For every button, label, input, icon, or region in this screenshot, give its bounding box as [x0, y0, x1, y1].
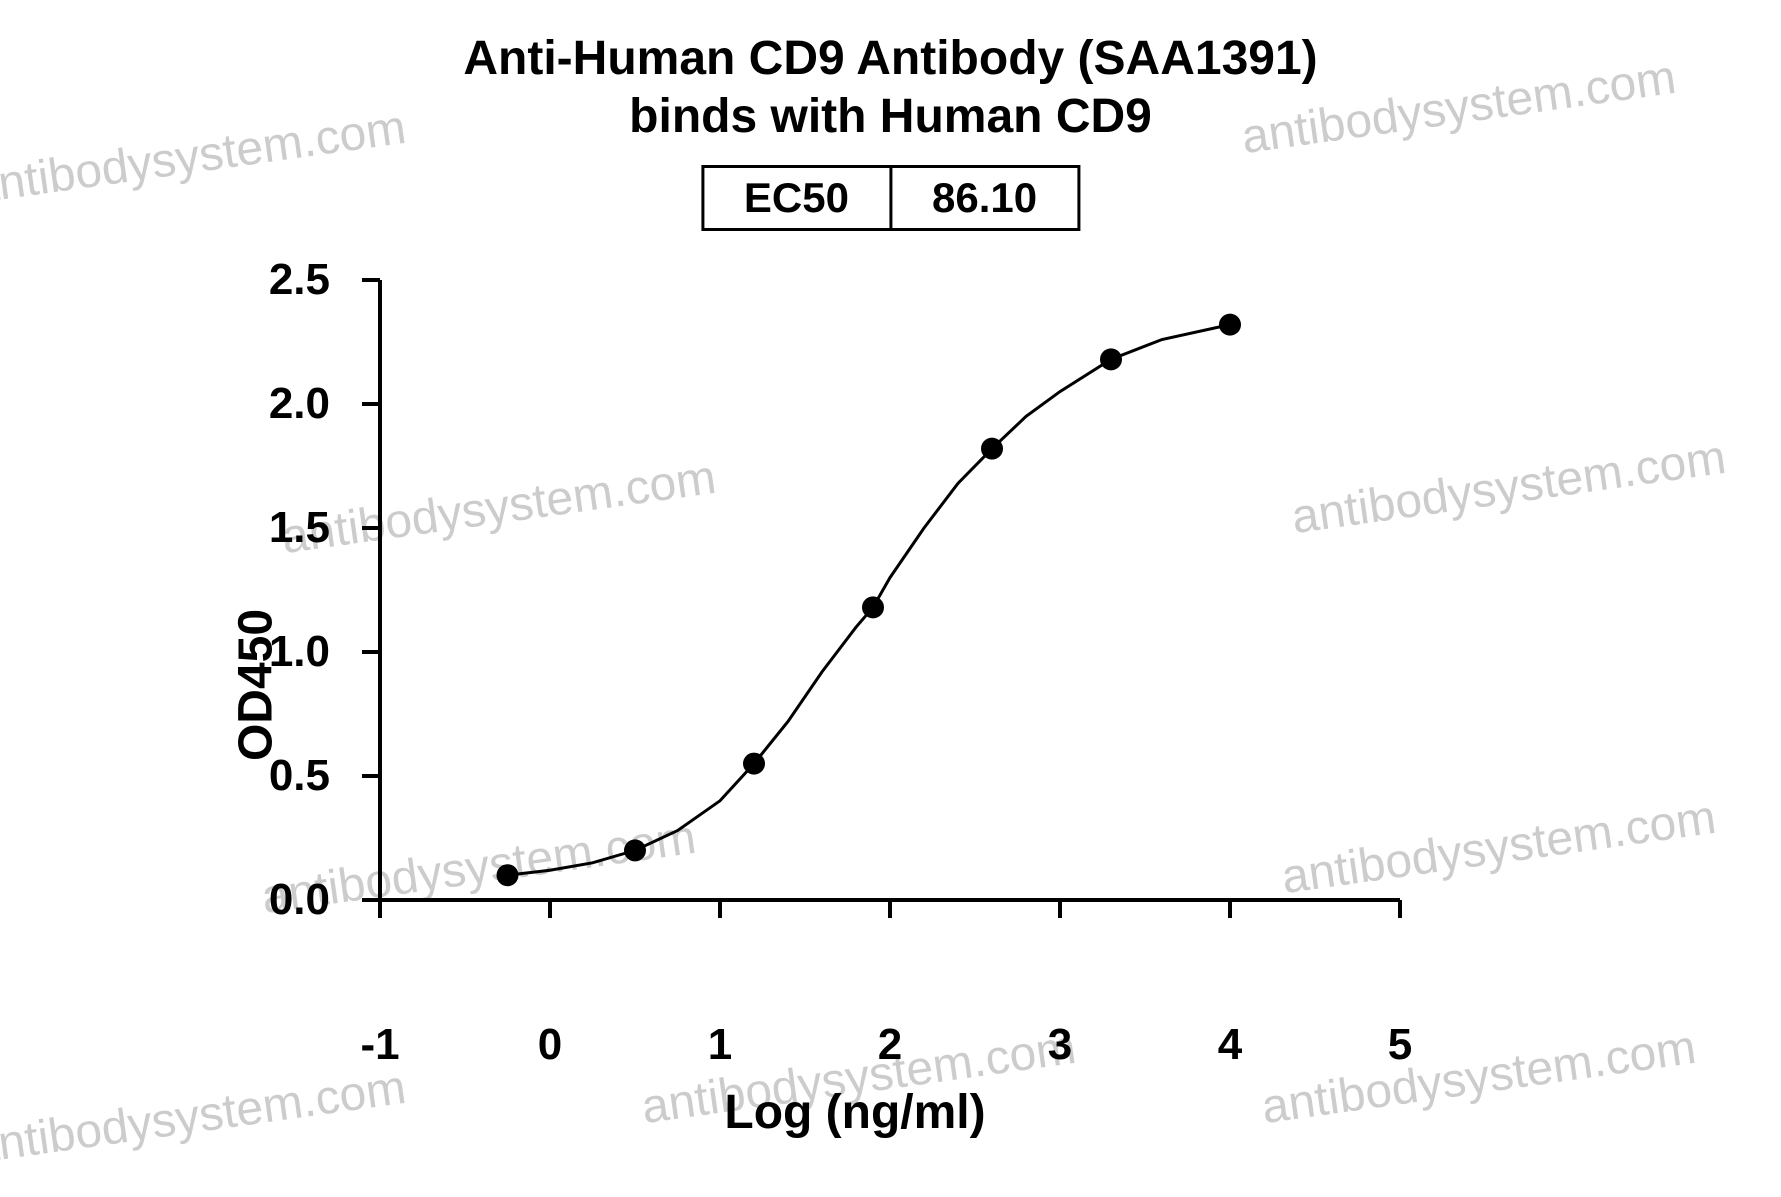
chart-title-line2: binds with Human CD9: [0, 88, 1781, 146]
data-point: [981, 438, 1003, 460]
chart-svg: [360, 260, 1420, 960]
y-tick-label: 1.0: [269, 627, 350, 677]
y-tick-label: 0.0: [269, 875, 350, 925]
x-tick-label: -1: [360, 1020, 399, 1070]
ec50-value-cell: 86.10: [892, 168, 1077, 228]
data-point: [743, 753, 765, 775]
data-point: [497, 864, 519, 886]
data-point: [1219, 314, 1241, 336]
x-tick-label: 3: [1048, 1020, 1072, 1070]
x-tick-label: 2: [878, 1020, 902, 1070]
y-tick-label: 1.5: [269, 503, 350, 553]
y-tick-label: 2.0: [269, 379, 350, 429]
x-tick-label: 4: [1218, 1020, 1242, 1070]
data-point: [1100, 348, 1122, 370]
x-tick-label: 1: [708, 1020, 732, 1070]
y-tick-label: 0.5: [269, 751, 350, 801]
chart-container: OD450 Log (ng/ml) 0.00.51.01.52.02.5 -10…: [290, 260, 1420, 1110]
chart-title-block: Anti-Human CD9 Antibody (SAA1391) binds …: [0, 30, 1781, 145]
x-tick-label: 5: [1388, 1020, 1412, 1070]
data-point: [862, 596, 884, 618]
chart-title-line1: Anti-Human CD9 Antibody (SAA1391): [0, 30, 1781, 88]
y-tick-label: 2.5: [269, 255, 350, 305]
x-axis-label: Log (ng/ml): [724, 1085, 985, 1140]
x-tick-label: 0: [538, 1020, 562, 1070]
ec50-label-cell: EC50: [704, 168, 892, 228]
data-point: [624, 839, 646, 861]
ec50-table: EC50 86.10: [701, 165, 1080, 231]
